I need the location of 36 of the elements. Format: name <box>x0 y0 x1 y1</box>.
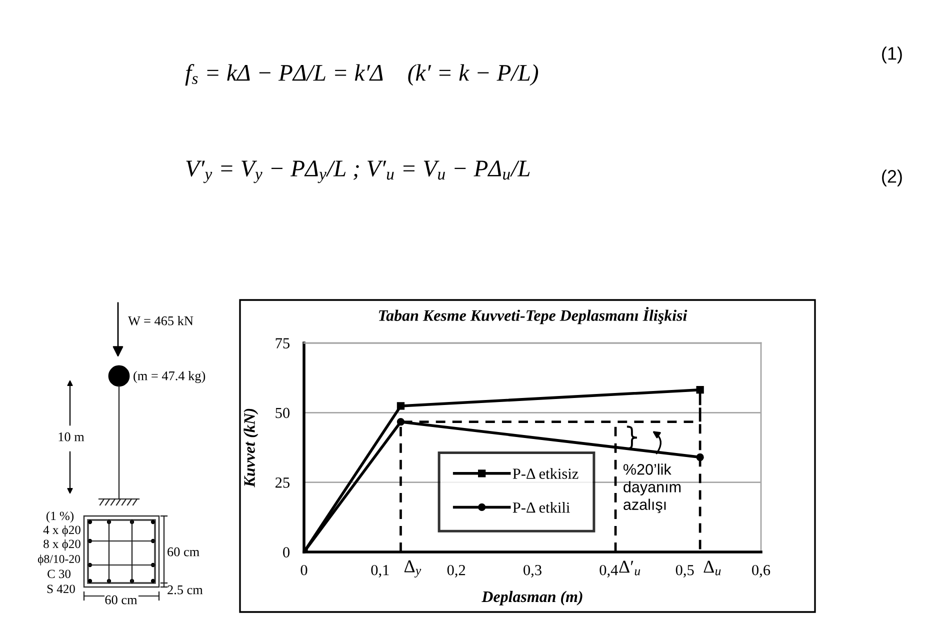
y-tick-label: 50 <box>276 408 290 418</box>
annotation: Δ$_{y}$ <box>404 560 422 578</box>
x-tick-label: 0,2 <box>447 564 466 578</box>
text: 4 x ϕ20 <box>43 525 80 537</box>
text: f$_{s}$ = kΔ − PΔ/L = k′Δ (k′ = k − P/L) <box>185 64 538 86</box>
text: (1 %) <box>46 511 74 523</box>
text: ϕ8/10-20 <box>38 554 80 566</box>
x-tick-label: 0,3 <box>524 564 542 578</box>
text: (m = 47.4 kg) <box>134 371 206 383</box>
text: (2) <box>882 170 902 186</box>
legend-label: P-Δ etkisiz <box>512 468 578 479</box>
text: V′$_{y}$ = V$_{y}$ − PΔ$_{y}$/L ; V′$_{u}$ = V$_{u}$ − PΔ$_{u}$/L <box>186 160 530 184</box>
chart-title: Taban Kesme Kuvveti-Tepe Deplasmanı İlişkisi <box>378 306 688 324</box>
text: 8 x ϕ20 <box>44 539 80 551</box>
annotation: %20’lik dayanım azalışı <box>623 464 681 514</box>
annotation: Δ$_{u}$ <box>704 560 721 576</box>
text: S 420 <box>47 584 75 594</box>
y-tick-label: 75 <box>276 338 290 348</box>
x-tick-label: 0,6 <box>752 564 770 578</box>
x-tick-label: 0 <box>300 564 308 576</box>
text: 60 cm <box>168 547 200 556</box>
y-axis-title: Kuvvet (kN) <box>244 408 258 488</box>
text: 2.5 cm <box>168 585 203 594</box>
y-tick-label: 25 <box>276 478 290 488</box>
x-tick-label: 0,5 <box>676 564 694 578</box>
text: 60 cm <box>105 595 138 604</box>
y-tick-label: 0 <box>283 547 290 558</box>
x-tick-label: 0,1 <box>371 564 389 578</box>
text: C 30 <box>48 570 71 578</box>
annotation: Δ′$_{u}$ <box>619 560 640 576</box>
text: 10 m <box>58 432 84 442</box>
text: (1) <box>882 46 902 64</box>
x-tick-label: 0,4 <box>600 564 618 578</box>
x-axis-title: Deplasman (m) <box>482 590 582 606</box>
legend-label: P-Δ etkili <box>512 502 570 513</box>
text: W = 465 kN <box>128 316 194 326</box>
